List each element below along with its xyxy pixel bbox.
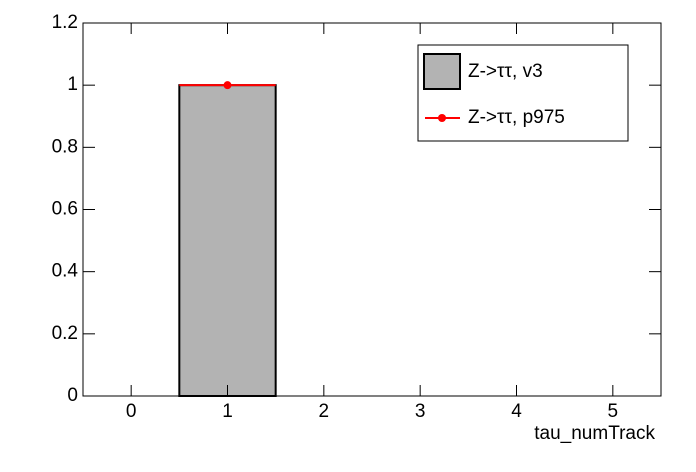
x-tick-label: 1 [222,401,233,422]
legend-marker [438,114,446,122]
x-axis-label: tau_numTrack [534,423,655,444]
y-tick-label: 1.2 [52,12,78,33]
histogram-bar [178,84,277,398]
x-tick-label: 5 [608,401,619,422]
x-tick-label: 4 [511,401,522,422]
y-tick-label: 0 [67,385,78,406]
data-point [223,81,232,90]
legend-label: Z->ττ, v3 [468,61,543,82]
x-tick-label: 2 [319,401,330,422]
y-tick-label: 0.6 [52,199,78,220]
legend-swatch [423,53,461,90]
y-tick-label: 0.8 [52,136,78,157]
x-tick-label: 0 [126,401,137,422]
y-tick-label: 0.4 [52,261,79,282]
y-tick-label: 1 [67,74,78,95]
x-tick-label: 3 [415,401,426,422]
legend-label: Z->ττ, p975 [468,107,565,128]
y-tick-label: 0.2 [52,323,78,344]
